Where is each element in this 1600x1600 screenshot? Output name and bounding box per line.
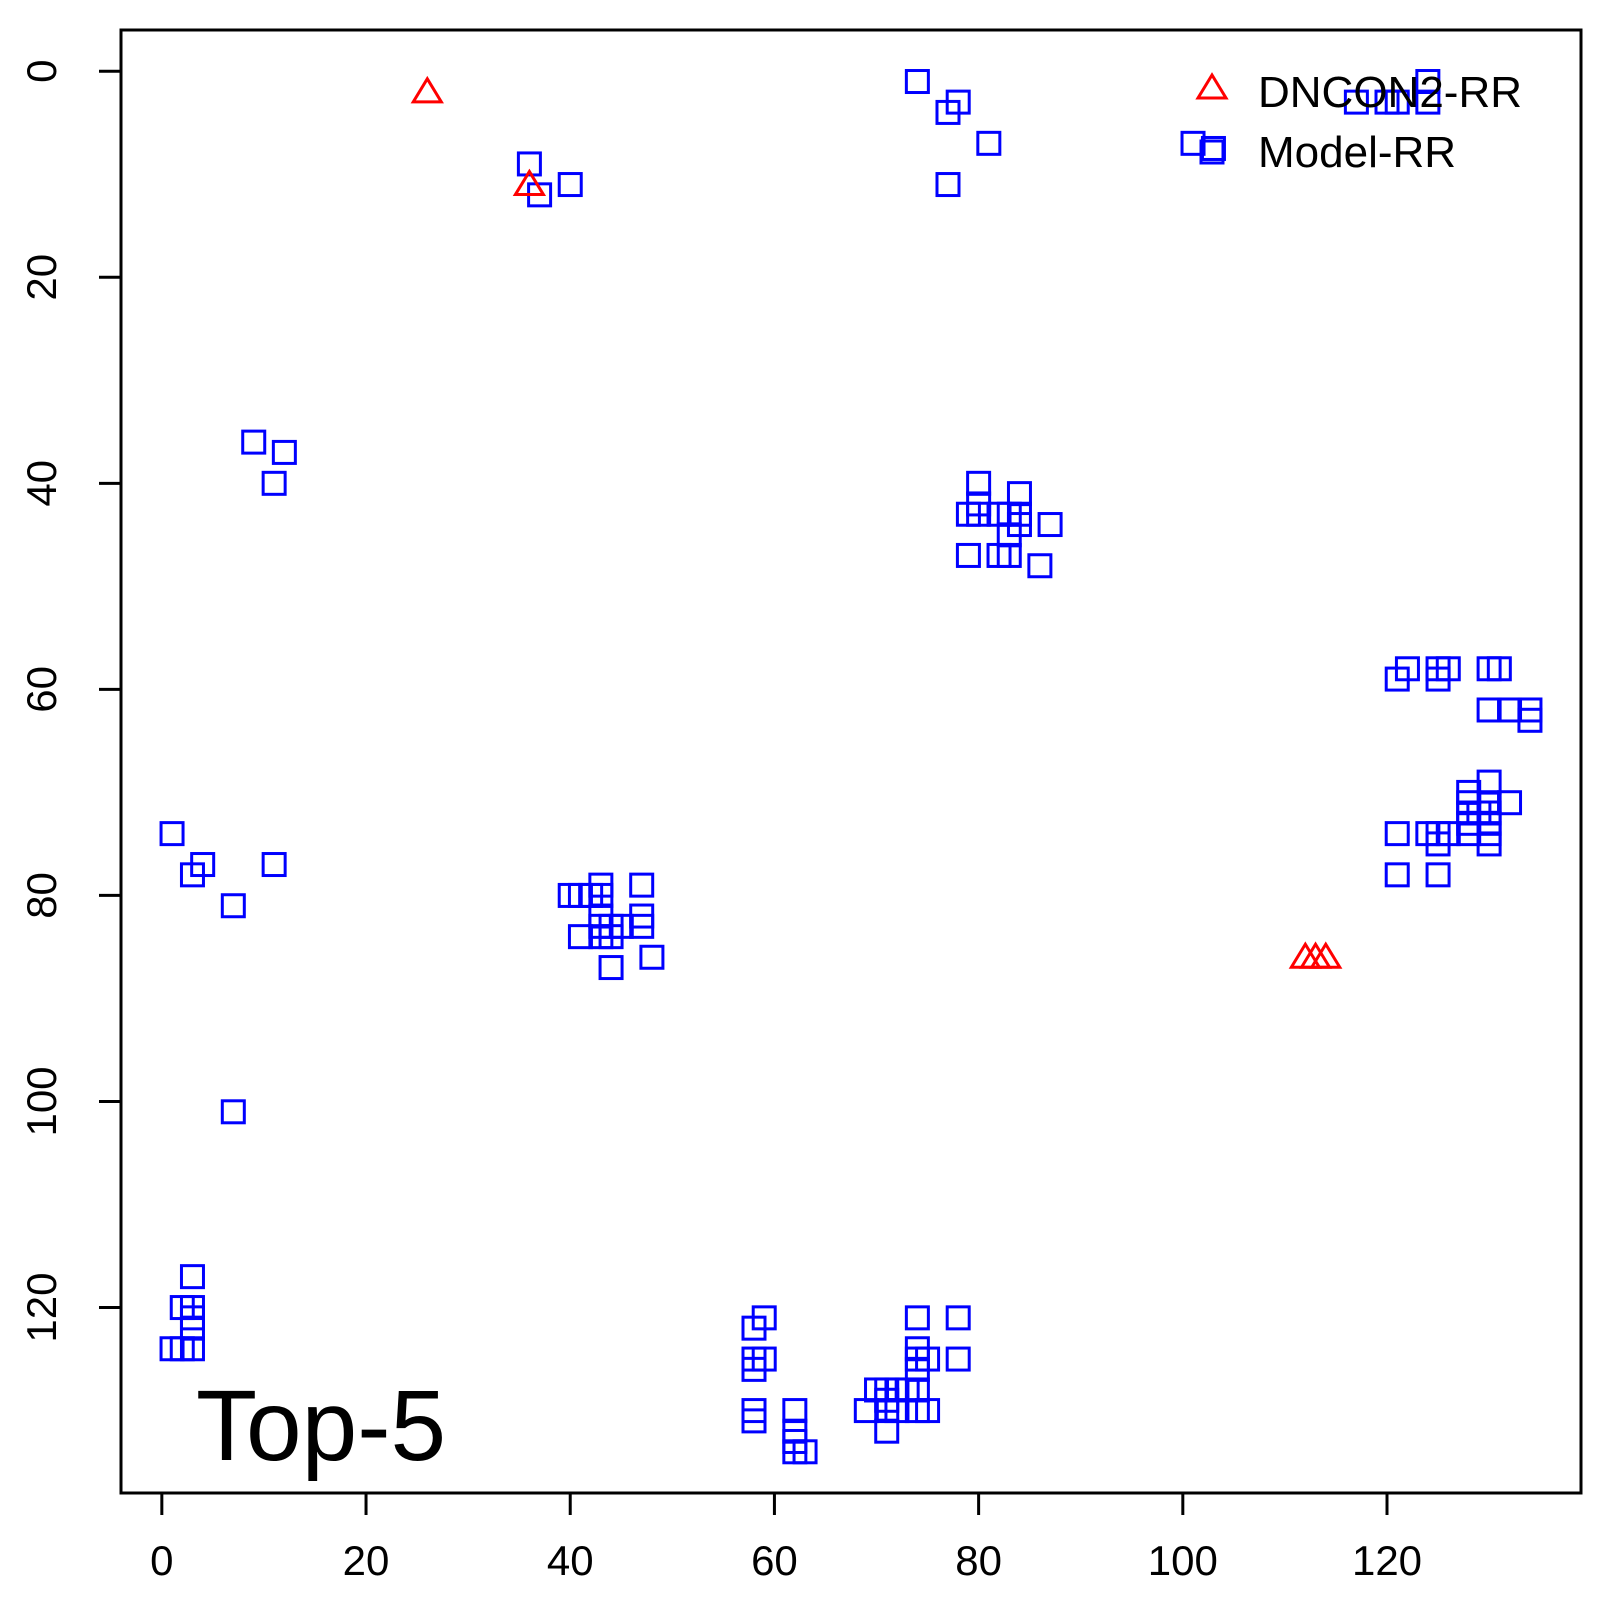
data-point-square — [261, 470, 287, 496]
data-point-square — [782, 1398, 808, 1424]
data-point-square — [567, 924, 593, 950]
data-point-triangle — [512, 168, 547, 197]
data-point-square — [1476, 697, 1502, 723]
data-point-square — [1497, 790, 1523, 816]
y-tick-label: 40 — [18, 460, 65, 507]
data-point-square — [598, 955, 624, 981]
y-tick-label: 120 — [18, 1273, 65, 1343]
data-point-square — [1476, 831, 1502, 857]
data-point-square — [1384, 862, 1410, 888]
data-point-square — [629, 872, 655, 898]
data-point-square — [179, 1336, 205, 1362]
y-tick-label: 100 — [18, 1066, 65, 1136]
data-point-square — [1027, 553, 1053, 579]
data-point-square — [241, 429, 267, 455]
y-axis: 0 20 40 60 80 100 120 — [18, 60, 123, 1343]
data-point-square — [1425, 862, 1451, 888]
legend: DNCON2-RR Model-RR — [1195, 68, 1522, 177]
data-point-square — [1037, 512, 1063, 538]
data-point-square — [629, 913, 655, 939]
points-layer — [159, 69, 1543, 1465]
data-point-square — [516, 151, 542, 177]
data-point-square — [179, 1264, 205, 1290]
data-point-square — [853, 1398, 879, 1424]
data-point-square — [1517, 707, 1543, 733]
data-point-square — [915, 1398, 941, 1424]
data-point-square — [1497, 697, 1523, 723]
y-tick-label: 60 — [18, 666, 65, 713]
legend-label: DNCON2-RR — [1258, 68, 1522, 117]
data-point-square — [1435, 656, 1461, 682]
data-point-square — [1486, 656, 1512, 682]
y-tick-label: 0 — [18, 60, 65, 83]
data-point-square — [261, 852, 287, 878]
data-point-square — [1180, 130, 1206, 156]
data-point-square — [220, 1099, 246, 1125]
legend-marker-triangle — [1195, 72, 1229, 100]
x-tick-label: 20 — [343, 1537, 390, 1584]
data-point-square — [935, 172, 961, 198]
data-point-square — [966, 470, 992, 496]
data-point-square — [741, 1408, 767, 1434]
data-point-square — [1415, 89, 1441, 115]
data-point-square — [741, 1356, 767, 1382]
x-tick-label: 100 — [1148, 1537, 1218, 1584]
data-point-square — [1394, 656, 1420, 682]
data-point-square — [966, 501, 992, 527]
data-point-square — [190, 852, 216, 878]
x-tick-label: 0 — [150, 1537, 173, 1584]
x-tick-label: 40 — [547, 1537, 594, 1584]
data-point-square — [751, 1305, 777, 1331]
data-point-square — [915, 1346, 941, 1372]
data-point-square — [1384, 89, 1410, 115]
y-tick-label: 20 — [18, 254, 65, 301]
x-tick-label: 120 — [1352, 1537, 1422, 1584]
data-point-triangle — [1309, 941, 1343, 969]
data-point-square — [220, 893, 246, 919]
data-point-square — [557, 172, 583, 198]
data-point-square — [976, 130, 1002, 156]
data-point-square — [1006, 481, 1032, 507]
y-tick-label: 80 — [18, 872, 65, 919]
data-point-square — [159, 821, 185, 847]
data-point-square — [874, 1418, 900, 1444]
data-point-square — [1476, 769, 1502, 795]
data-point-square — [904, 69, 930, 95]
data-point-square — [271, 439, 297, 465]
data-point-triangle — [410, 75, 444, 104]
x-axis: 0 20 40 60 80 100 120 — [150, 1491, 1422, 1584]
x-tick-label: 60 — [751, 1537, 798, 1584]
legend-marker-square — [1199, 139, 1225, 165]
data-point-square — [945, 89, 971, 115]
legend-label: Model-RR — [1258, 128, 1456, 177]
data-point-square — [1343, 89, 1369, 115]
chart-annotation: Top-5 — [196, 1370, 446, 1482]
plot-frame — [119, 28, 1583, 1495]
x-tick-label: 80 — [955, 1537, 1002, 1584]
data-point-square — [639, 944, 665, 970]
data-point-square — [792, 1439, 818, 1465]
data-point-square — [955, 542, 981, 568]
data-point-square — [945, 1346, 971, 1372]
data-point-square — [996, 542, 1022, 568]
data-point-square — [904, 1305, 930, 1331]
data-point-square — [1384, 821, 1410, 847]
data-point-square — [945, 1305, 971, 1331]
